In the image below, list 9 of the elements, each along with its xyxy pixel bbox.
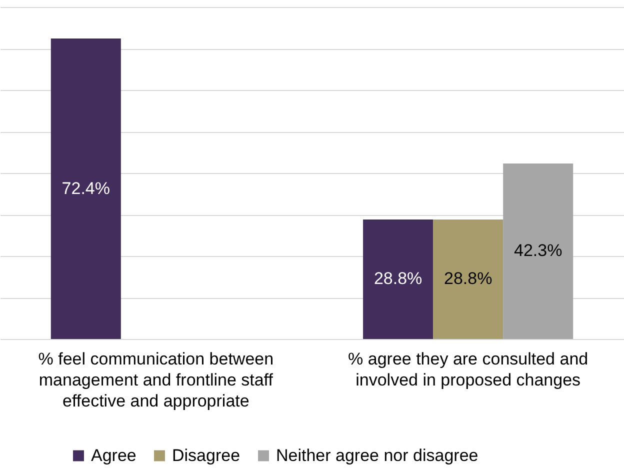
data-label: 42.3% xyxy=(514,241,562,260)
data-label: 72.4% xyxy=(62,178,110,198)
legend-label: Agree xyxy=(91,446,136,465)
x-tick-label: % agree they are consulted and involved in proposed changes xyxy=(348,350,588,390)
data-label: 28.8% xyxy=(374,269,422,288)
x-tick-label: % feel communication between management and frontline staff effective and appropriate xyxy=(38,350,274,410)
data-label: 28.8% xyxy=(444,269,492,288)
legend-label: Neither agree nor disagree xyxy=(276,446,478,465)
legend-label: Disagree xyxy=(172,446,240,465)
